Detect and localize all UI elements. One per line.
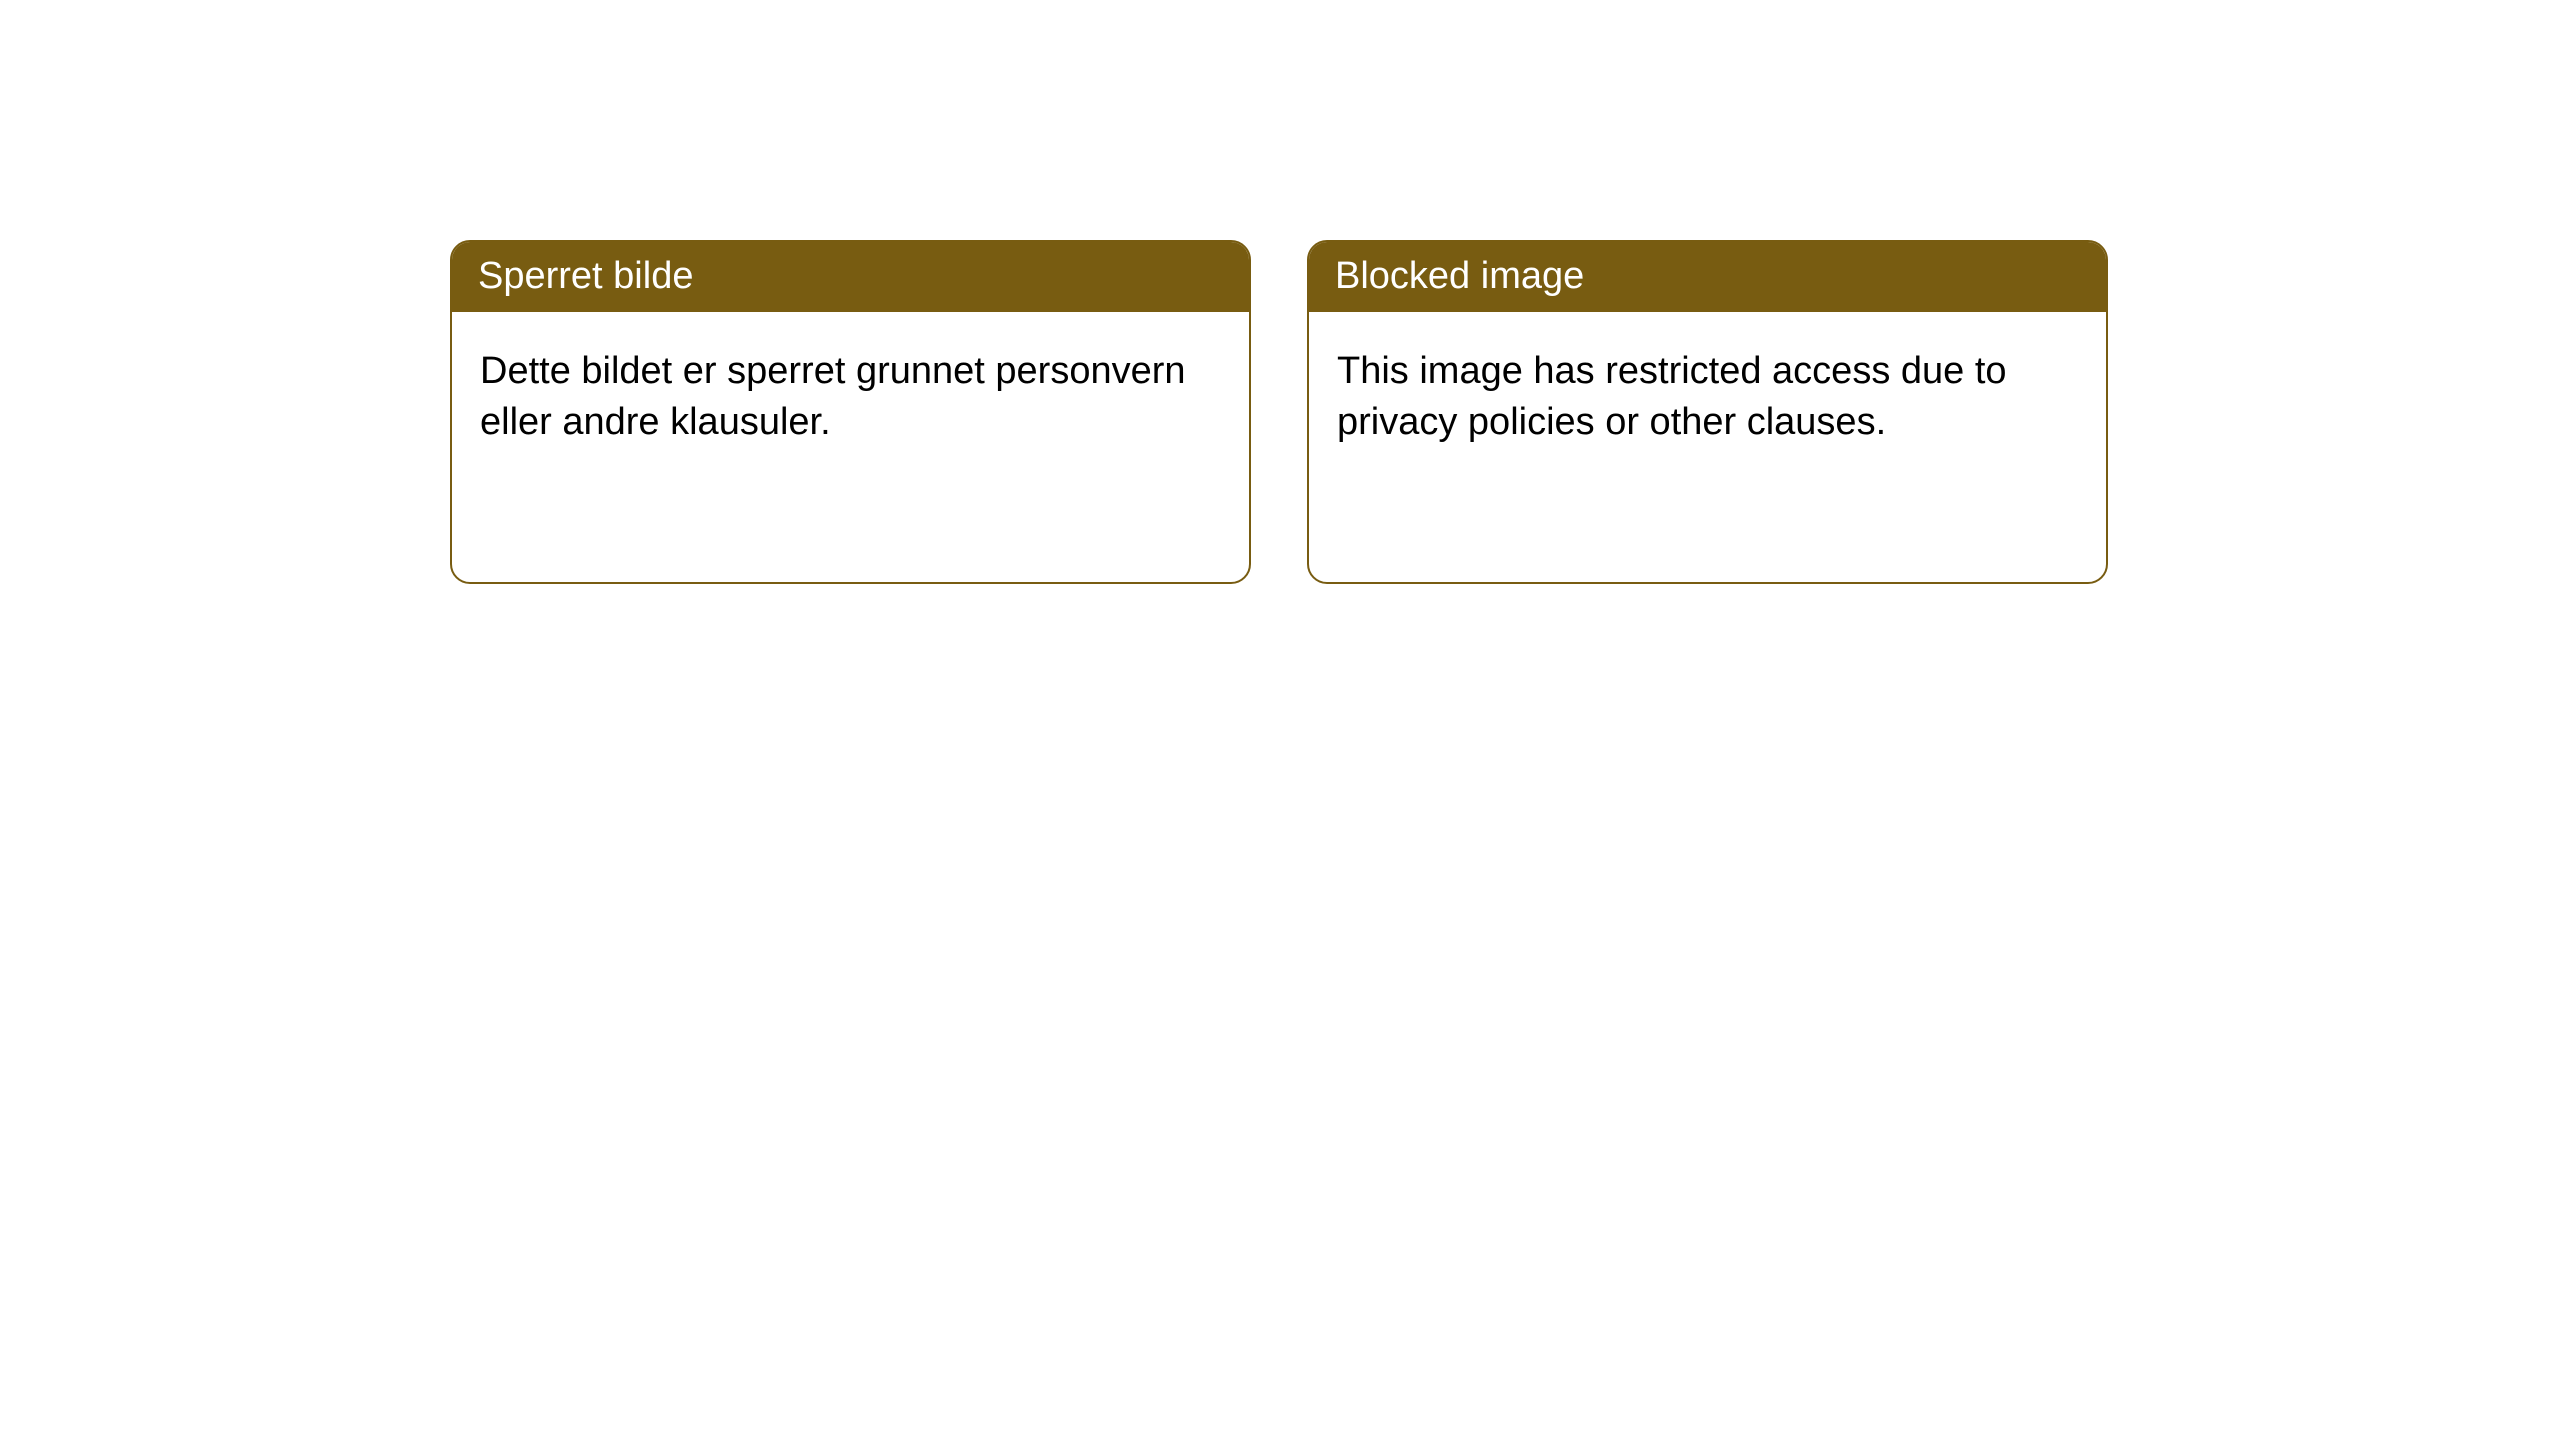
notice-container: Sperret bilde Dette bildet er sperret gr… (0, 0, 2560, 584)
notice-title: Blocked image (1309, 242, 2106, 312)
notice-card-norwegian: Sperret bilde Dette bildet er sperret gr… (450, 240, 1251, 584)
notice-body: Dette bildet er sperret grunnet personve… (452, 312, 1249, 582)
notice-title: Sperret bilde (452, 242, 1249, 312)
notice-body: This image has restricted access due to … (1309, 312, 2106, 582)
notice-card-english: Blocked image This image has restricted … (1307, 240, 2108, 584)
